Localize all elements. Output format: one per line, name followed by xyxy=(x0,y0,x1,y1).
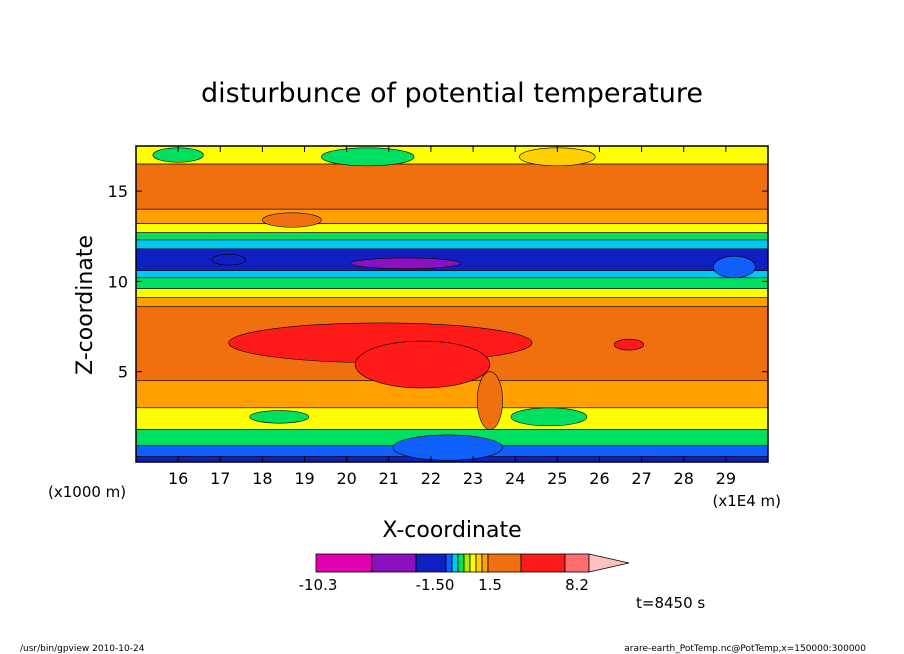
contour-patch-1 xyxy=(354,340,491,389)
x-tick-label: 26 xyxy=(589,469,609,488)
colorbar-swatch xyxy=(564,553,590,573)
y-axis-ticks: 5 10 15 xyxy=(108,182,768,382)
x-tick-label: 21 xyxy=(379,469,399,488)
time-label: t=8450 s xyxy=(636,594,705,612)
x-tick-label: 22 xyxy=(421,469,441,488)
contour-band-7 xyxy=(136,270,768,279)
colorbar-label: -1.50 xyxy=(416,576,455,594)
y-tick-label: 10 xyxy=(108,272,128,291)
y-tick-label: 15 xyxy=(108,182,128,201)
contour-band-0 xyxy=(136,146,768,165)
colorbar-label: 1.5 xyxy=(478,576,502,594)
x-tick-label: 24 xyxy=(505,469,525,488)
footer-right: arare-earth_PotTemp.nc@PotTemp,x=150000:… xyxy=(624,644,866,654)
colorbar-swatch xyxy=(463,553,471,573)
contour-patches xyxy=(152,147,756,461)
contour-band-10 xyxy=(136,297,768,308)
x-axis-ticks: 16 17 18 19 20 21 22 23 24 25 26 27 28 29 xyxy=(168,146,736,488)
x-axis-label: X-coordinate xyxy=(382,518,521,543)
x-tick-label: 23 xyxy=(463,469,483,488)
footer-left: /usr/bin/gpview 2010-10-24 xyxy=(20,644,145,654)
colorbar-label: 8.2 xyxy=(565,576,589,594)
x-tick-label: 27 xyxy=(631,469,651,488)
contour-patch-10 xyxy=(321,147,415,167)
colorbar-swatch xyxy=(469,553,477,573)
colorbar: -10.3 -1.50 1.5 8.2 xyxy=(299,553,630,594)
colorbar-swatch xyxy=(371,553,417,573)
contour-band-3 xyxy=(136,223,768,233)
x-tick-label: 20 xyxy=(336,469,356,488)
contour-band-8 xyxy=(136,277,768,289)
colorbar-swatch xyxy=(415,553,447,573)
contour-patch-8 xyxy=(392,434,503,461)
contour-patch-4 xyxy=(350,257,461,270)
colorbar-swatch xyxy=(520,553,566,573)
x-tick-label: 28 xyxy=(674,469,694,488)
contour-patch-13 xyxy=(211,254,246,266)
x-unit-right: (x1E4 m) xyxy=(712,492,781,510)
x-tick-label: 16 xyxy=(168,469,188,488)
contour-band-9 xyxy=(136,288,768,298)
contour-band-1 xyxy=(136,163,768,210)
contour-patch-5 xyxy=(262,212,322,228)
colorbar-swatch xyxy=(451,553,459,573)
plot-frame xyxy=(135,145,769,463)
x-tick-label: 19 xyxy=(294,469,314,488)
contour-band-5 xyxy=(136,239,768,250)
contour-patch-7 xyxy=(249,410,310,424)
x-unit-left: (x1000 m) xyxy=(48,483,126,501)
contour-bands xyxy=(136,146,768,462)
colorbar-swatch xyxy=(481,553,489,573)
x-tick-label: 17 xyxy=(210,469,230,488)
colorbar-swatch xyxy=(475,553,483,573)
colorbar-label: -10.3 xyxy=(299,576,338,594)
colorbar-swatch xyxy=(445,553,453,573)
y-tick-label: 5 xyxy=(118,363,128,382)
plot-area xyxy=(136,146,768,462)
contour-patch-6 xyxy=(510,407,588,427)
y-axis-label: Z-coordinate xyxy=(73,235,98,375)
contour-patch-2 xyxy=(476,371,503,430)
x-tick-label: 25 xyxy=(547,469,567,488)
x-tick-label: 29 xyxy=(716,469,736,488)
contour-patch-12 xyxy=(712,255,756,279)
contour-patch-3 xyxy=(613,338,645,351)
contour-band-2 xyxy=(136,208,768,224)
colorbar-swatch xyxy=(457,553,465,573)
contour-band-13 xyxy=(136,407,768,430)
colorbar-arrow xyxy=(588,553,630,573)
colorbar-swatch xyxy=(487,553,522,573)
chart-title: disturbunce of potential temperature xyxy=(201,78,703,109)
colorbar-swatch xyxy=(315,553,373,573)
contour-band-4 xyxy=(136,232,768,241)
x-tick-label: 18 xyxy=(252,469,272,488)
